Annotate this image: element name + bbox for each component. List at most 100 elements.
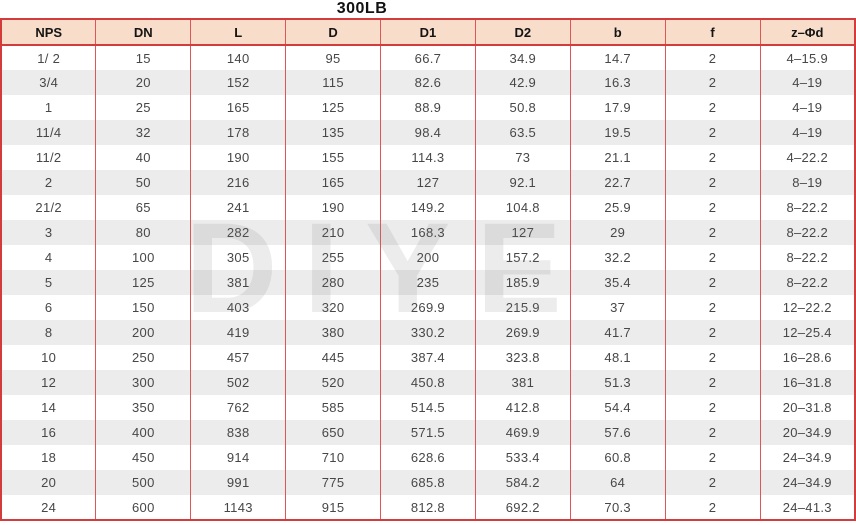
table-cell: 104.8	[474, 195, 571, 220]
table-cell: 8–22.2	[759, 220, 855, 245]
table-cell: 66.7	[380, 45, 476, 70]
table-cell: 1143	[190, 495, 286, 520]
table-cell: 95	[285, 45, 381, 70]
table-cell: 330.2	[380, 320, 476, 345]
table-cell: 4–22.2	[759, 145, 855, 170]
table-cell: 812.8	[380, 495, 476, 520]
table-cell: 150	[95, 295, 191, 320]
table-cell: 300	[95, 370, 191, 395]
table-cell: 4–15.9	[759, 45, 855, 70]
table-cell: 63.5	[474, 120, 571, 145]
table-cell: 4–19	[759, 95, 855, 120]
table-cell: 685.8	[380, 470, 476, 495]
column-header: D2	[474, 19, 571, 46]
table-cell: 5	[44, 275, 53, 290]
table-cell: 4	[44, 250, 53, 265]
table-cell: 92.1	[474, 170, 571, 195]
table-cell: 216	[190, 170, 286, 195]
table-cell: 269.9	[380, 295, 476, 320]
table-cell: 380	[285, 320, 381, 345]
table-row: 11/4 32 178 135 98.4 63.5 19.5 2 4–19	[1, 120, 855, 145]
table-cell: 57.6	[569, 420, 666, 445]
table-cell: 25	[95, 95, 191, 120]
table-cell: 323.8	[474, 345, 571, 370]
table-row: 24 600 1143 915 812.8 692.2 70.3 2 24–41.3	[1, 495, 855, 520]
table-cell: 412.8	[474, 395, 571, 420]
table-cell: 450	[95, 445, 191, 470]
table-row: 14 350 762 585 514.5 412.8 54.4 2 20–31.8	[1, 395, 855, 420]
table-cell: 29	[569, 220, 666, 245]
table-cell: 149.2	[380, 195, 476, 220]
table-body: 1/ 2 15 140 95 66.7 34.9 14.7 2 4–15.9 3/4 20 152 11…	[1, 45, 855, 520]
table-cell: 157.2	[474, 245, 571, 270]
table-cell: 11/2	[35, 150, 62, 165]
table-cell: 82.6	[380, 70, 476, 95]
table-cell: 502	[190, 370, 286, 395]
table-cell: 20–31.8	[759, 395, 855, 420]
table-cell: 8–22.2	[759, 195, 855, 220]
table-cell: 48.1	[569, 345, 666, 370]
table-cell: 54.4	[569, 395, 666, 420]
table-cell: 215.9	[474, 295, 571, 320]
page-title: 300LB	[336, 0, 388, 17]
table-cell: 127	[380, 170, 476, 195]
table-cell: 11/4	[35, 125, 62, 140]
table-cell: 18	[41, 450, 57, 465]
table-cell: 8–19	[759, 170, 855, 195]
table-cell: 600	[95, 495, 191, 520]
table-cell: 127	[474, 220, 571, 245]
table-cell: 2	[664, 70, 760, 95]
table-cell: 16.3	[569, 70, 666, 95]
table-cell: 2	[664, 345, 760, 370]
table-cell: 8–22.2	[759, 245, 855, 270]
table-cell: 350	[95, 395, 191, 420]
table-row: 3 80 282 210 168.3 127 29 2 8–22.2	[1, 220, 855, 245]
table-cell: 64	[569, 470, 666, 495]
table-cell: 32	[95, 120, 191, 145]
table-cell: 190	[285, 195, 381, 220]
table-cell: 20	[41, 475, 57, 490]
table-cell: 125	[285, 95, 381, 120]
table-cell: 178	[190, 120, 286, 145]
table-cell: 514.5	[380, 395, 476, 420]
table-cell: 165	[285, 170, 381, 195]
table-row: 4 100 305 255 200 157.2 32.2 2 8–22.2	[1, 245, 855, 270]
table-cell: 19.5	[569, 120, 666, 145]
table-cell: 2	[44, 175, 53, 190]
table-cell: 4–19	[759, 70, 855, 95]
table-cell: 571.5	[380, 420, 476, 445]
table-cell: 50.8	[474, 95, 571, 120]
table-cell: 98.4	[380, 120, 476, 145]
table-cell: 469.9	[474, 420, 571, 445]
table-cell: 135	[285, 120, 381, 145]
table-cell: 457	[190, 345, 286, 370]
column-header: D1	[380, 19, 476, 46]
table-cell: 35.4	[569, 270, 666, 295]
table-cell: 24	[41, 499, 57, 515]
table-cell: 15	[95, 45, 191, 70]
table-cell: 2	[664, 295, 760, 320]
table-cell: 25.9	[569, 195, 666, 220]
table-cell: 17.9	[569, 95, 666, 120]
table-cell: 8–22.2	[759, 270, 855, 295]
table-cell: 16–28.6	[759, 345, 855, 370]
table-cell: 2	[664, 470, 760, 495]
table-cell: 762	[190, 395, 286, 420]
column-header: f	[664, 19, 760, 46]
table-cell: 12	[41, 375, 57, 390]
table-cell: 21/2	[35, 200, 62, 215]
table-cell: 915	[285, 495, 381, 520]
table-cell: 14.7	[569, 45, 666, 70]
table-cell: 37	[569, 295, 666, 320]
table-cell: 381	[474, 370, 571, 395]
table-cell: 2	[664, 445, 760, 470]
column-header: NPS	[1, 19, 96, 46]
table-cell: 2	[664, 495, 760, 520]
table-cell: 60.8	[569, 445, 666, 470]
table-cell: 320	[285, 295, 381, 320]
table-cell: 115	[285, 70, 381, 95]
table-cell: 16–31.8	[759, 370, 855, 395]
table-cell: 775	[285, 470, 381, 495]
table-row: 10 250 457 445 387.4 323.8 48.1 2 16–28.6	[1, 345, 855, 370]
table-cell: 2	[664, 370, 760, 395]
